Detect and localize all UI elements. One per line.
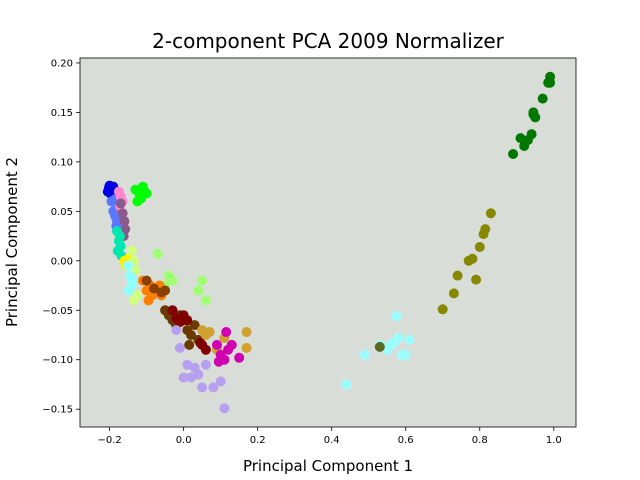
data-point	[404, 334, 415, 345]
data-point	[221, 327, 232, 337]
data-point	[241, 327, 252, 337]
y-tick-label: −0.10	[42, 355, 73, 366]
data-point	[167, 275, 178, 286]
data-point	[115, 198, 126, 209]
data-point	[132, 290, 143, 301]
data-point	[452, 270, 463, 281]
data-point	[123, 260, 134, 271]
data-point	[374, 341, 385, 352]
data-point	[234, 352, 245, 363]
data-point	[149, 283, 159, 294]
data-point	[360, 349, 370, 360]
x-axis-label: Principal Component 1	[243, 457, 413, 475]
data-point	[341, 379, 352, 390]
data-point	[193, 285, 204, 296]
data-point	[184, 339, 195, 350]
data-point	[480, 224, 491, 235]
data-point	[189, 320, 200, 331]
y-tick-label: 0.15	[51, 108, 73, 119]
y-axis-ticks: −0.15 −0.10 −0.05 0.00 0.05 0.10 0.15 0.20	[42, 58, 80, 416]
x-tick-label: −0.2	[97, 435, 121, 446]
data-point	[200, 359, 211, 370]
chart-title: 2-component PCA 2009 Normalizer	[152, 29, 504, 53]
data-point	[508, 149, 519, 159]
x-tick-label: 0.6	[398, 435, 414, 446]
plot-area	[80, 58, 576, 427]
x-tick-label: 1.0	[546, 435, 562, 446]
data-point	[115, 231, 125, 242]
data-point	[467, 253, 478, 264]
x-tick-label: 0.2	[250, 435, 266, 446]
data-point	[152, 248, 163, 259]
data-point	[127, 275, 138, 286]
data-point	[485, 208, 496, 219]
data-point	[208, 382, 219, 393]
data-point	[391, 311, 402, 322]
data-point	[526, 129, 537, 140]
data-point	[119, 216, 130, 227]
data-point	[197, 382, 208, 393]
data-point	[537, 93, 548, 104]
data-point	[474, 242, 485, 252]
data-point	[171, 325, 182, 336]
data-point	[241, 342, 252, 353]
data-point	[167, 305, 178, 316]
data-point	[437, 304, 448, 315]
data-point	[160, 285, 171, 296]
y-tick-label: −0.05	[42, 306, 73, 317]
y-tick-label: −0.15	[42, 405, 73, 416]
data-point	[200, 344, 211, 355]
data-point	[226, 339, 237, 350]
scatter-points	[102, 71, 556, 414]
data-point	[219, 403, 230, 414]
data-point	[200, 295, 211, 306]
data-point	[174, 342, 185, 353]
data-point	[528, 107, 539, 118]
data-point	[448, 288, 459, 299]
data-point	[186, 330, 196, 340]
x-tick-label: 0.0	[176, 435, 192, 446]
x-tick-label: 0.4	[324, 435, 340, 446]
y-tick-label: 0.05	[51, 207, 73, 218]
data-point	[117, 208, 128, 219]
y-tick-label: 0.20	[51, 58, 73, 69]
data-point	[213, 356, 224, 367]
x-tick-label: 0.8	[472, 435, 488, 446]
data-point	[471, 274, 482, 285]
data-point	[123, 285, 134, 296]
data-point	[215, 376, 226, 387]
y-axis-label: Principal Component 2	[3, 157, 21, 327]
data-point	[132, 196, 143, 207]
y-tick-label: 0.00	[51, 256, 73, 267]
data-point	[400, 349, 411, 360]
data-point	[126, 245, 137, 256]
plot-frame	[79, 57, 577, 428]
data-point	[212, 339, 222, 350]
y-tick-label: 0.10	[51, 157, 73, 168]
data-point	[141, 275, 152, 286]
data-point	[197, 275, 208, 286]
data-point	[200, 330, 211, 340]
data-point	[195, 337, 206, 348]
data-point	[141, 188, 152, 199]
data-point	[182, 315, 193, 326]
data-point	[393, 333, 404, 343]
data-point	[193, 369, 204, 380]
data-point	[178, 372, 189, 383]
x-axis-ticks: −0.2 0.0 0.2 0.4 0.6 0.8 1.0	[97, 427, 562, 446]
data-point	[545, 77, 556, 88]
